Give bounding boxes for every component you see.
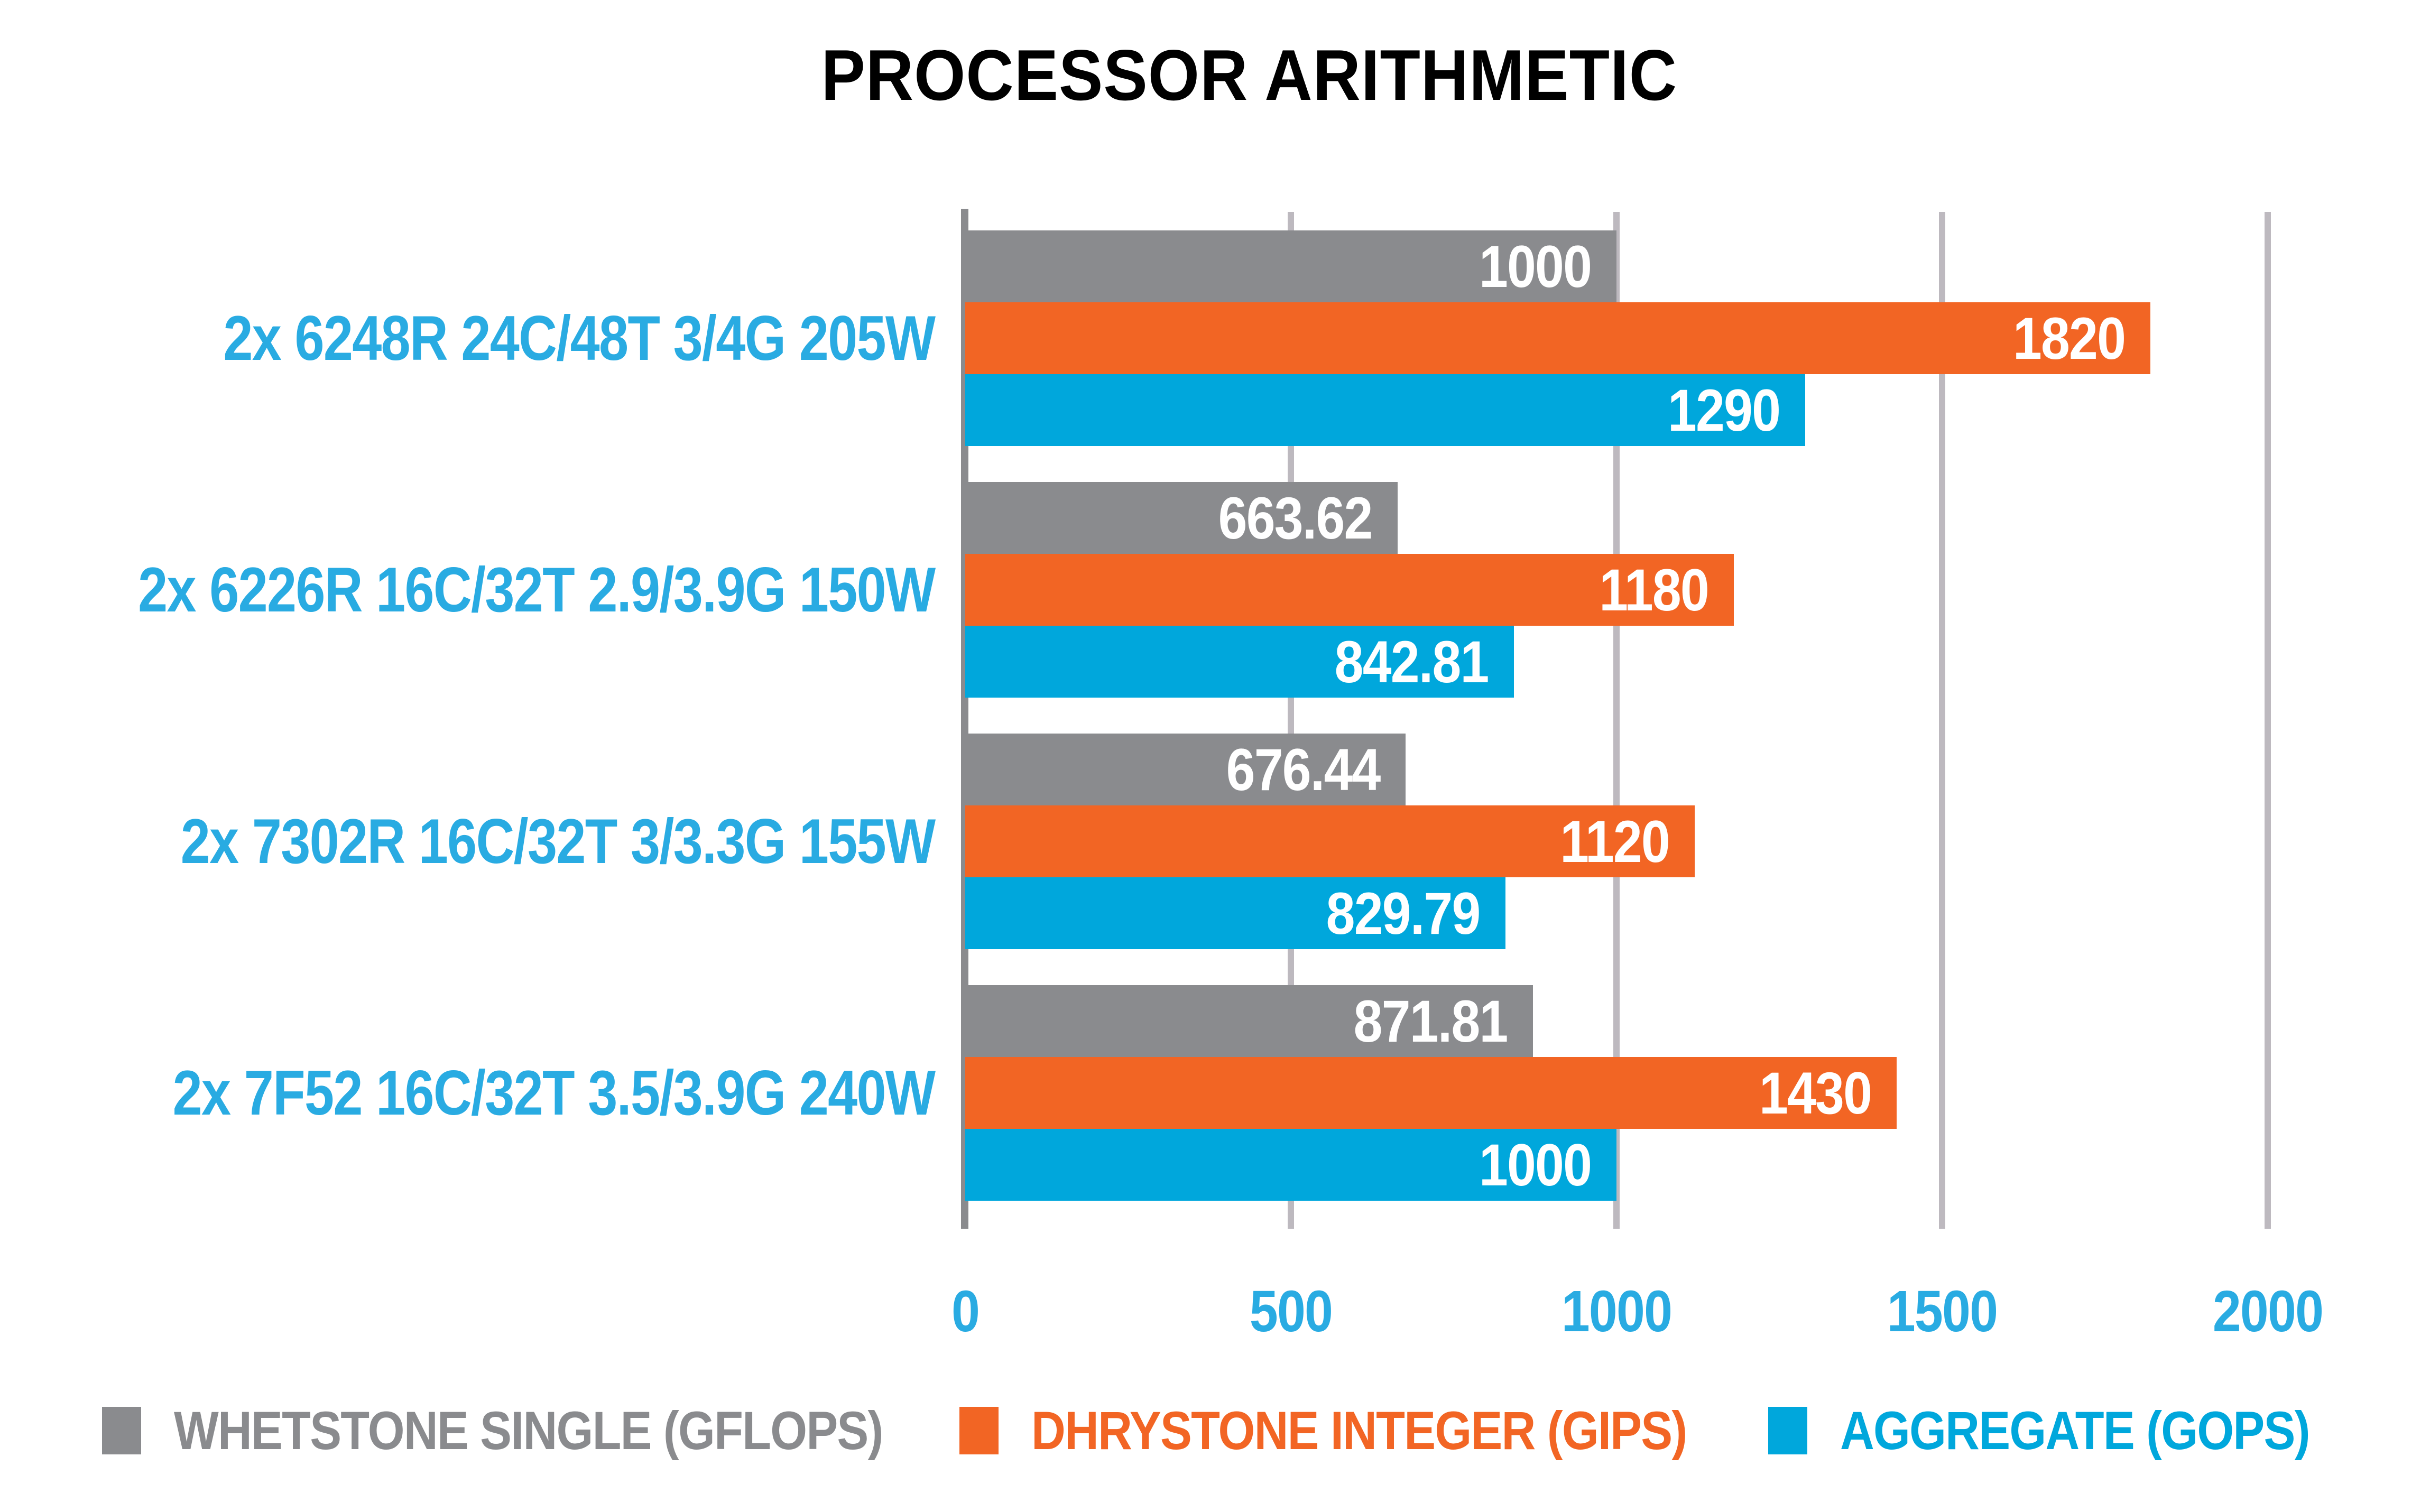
legend-item-dhrystone-integer: DHRYSTONE INTEGER (GIPS) [959, 1402, 1776, 1460]
x-tick-label-2000: 2000 [2212, 1279, 2324, 1344]
bar-whetstone-single: 676.44 [965, 734, 1406, 805]
bar-dhrystone-integer: 1820 [965, 302, 2150, 374]
legend-swatch-dhrystone-integer [959, 1407, 999, 1454]
legend-swatch-whetstone-single [102, 1407, 141, 1454]
bar-value-label: 829.79 [1326, 880, 1481, 947]
x-tick-label-1500: 1500 [1887, 1279, 1998, 1344]
bar-value-label: 871.81 [1354, 988, 1509, 1054]
bar-value-label: 663.62 [1218, 485, 1373, 551]
legend-item-whetstone-single: WHETSTONE SINGLE (GFLOPS) [102, 1402, 979, 1460]
bar-value-label: 1430 [1759, 1060, 1872, 1126]
bar-whetstone-single: 1000 [965, 230, 1616, 302]
bar-dhrystone-integer: 1180 [965, 554, 1734, 626]
bar-value-label: 1180 [1599, 556, 1710, 623]
bar-whetstone-single: 663.62 [965, 482, 1398, 554]
bar-dhrystone-integer: 1120 [965, 805, 1695, 877]
x-tick-label-500: 500 [1249, 1279, 1333, 1344]
category-label: 2x 6226R 16C/32T 2.9/3.9G 150W [137, 554, 936, 625]
legend: WHETSTONE SINGLE (GFLOPS) DHRYSTONE INTEG… [0, 1402, 2430, 1465]
legend-label-aggregate: AGGREGATE (GOPS) [1840, 1400, 2311, 1461]
x-tick-label-1000: 1000 [1561, 1279, 1673, 1344]
legend-label-dhrystone-integer: DHRYSTONE INTEGER (GIPS) [1031, 1400, 1687, 1461]
gridline-1500 [1939, 212, 1945, 1229]
bar-value-label: 842.81 [1335, 628, 1490, 695]
bar-value-label: 1120 [1560, 808, 1670, 875]
bar-value-label: 1820 [2012, 305, 2126, 372]
legend-item-aggregate: AGGREGATE (GOPS) [1768, 1402, 2373, 1460]
bar-aggregate: 1290 [965, 374, 1805, 446]
y-axis-line [961, 209, 968, 1229]
legend-label-whetstone-single: WHETSTONE SINGLE (GFLOPS) [174, 1400, 883, 1461]
legend-swatch-aggregate [1768, 1407, 1807, 1454]
category-label: 2x 7302R 16C/32T 3/3.3G 155W [180, 806, 935, 877]
category-label: 2x 6248R 24C/48T 3/4G 205W [223, 303, 936, 374]
bar-dhrystone-integer: 1430 [965, 1057, 1897, 1129]
gridline-1000 [1613, 212, 1620, 1229]
chart-title: PROCESSOR ARITHMETIC [0, 38, 2430, 112]
bar-aggregate: 842.81 [965, 626, 1514, 698]
gridline-2000 [2265, 212, 2271, 1229]
bar-value-label: 1290 [1667, 377, 1781, 443]
bar-value-label: 676.44 [1226, 736, 1381, 803]
chart-title-text: PROCESSOR ARITHMETIC [821, 35, 1678, 115]
x-tick-label-0: 0 [951, 1279, 980, 1344]
bar-whetstone-single: 871.81 [965, 985, 1533, 1057]
category-label: 2x 7F52 16C/32T 3.5/3.9G 240W [172, 1058, 935, 1128]
bar-value-label: 1000 [1479, 1131, 1592, 1198]
gridline-500 [1288, 212, 1294, 1229]
bar-aggregate: 829.79 [965, 877, 1505, 949]
bar-value-label: 1000 [1479, 233, 1592, 300]
bar-aggregate: 1000 [965, 1129, 1616, 1201]
